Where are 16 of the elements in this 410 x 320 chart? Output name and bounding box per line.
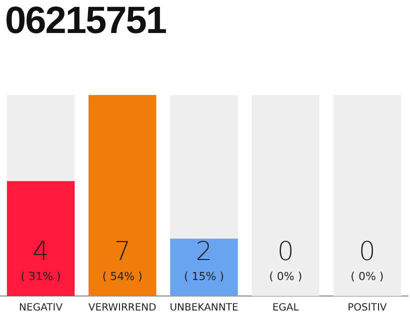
x-tick-label: UNBEKANNTE bbox=[170, 302, 238, 314]
data-label: 2 bbox=[196, 237, 212, 267]
annotation: ( 0% ) bbox=[350, 270, 384, 283]
chart-title: 06215751 bbox=[5, 0, 166, 43]
x-tick-label: NEGATIV bbox=[19, 302, 63, 314]
data-label: 0 bbox=[358, 237, 376, 267]
x-tick-label: EGAL bbox=[272, 302, 300, 314]
data-label: 0 bbox=[277, 237, 294, 267]
data-label: 4 bbox=[32, 237, 50, 267]
annotation: ( 54% ) bbox=[102, 270, 142, 283]
data-label: 7 bbox=[114, 237, 131, 267]
x-tick-label: VERWIRREND bbox=[88, 302, 157, 314]
annotation: ( 0% ) bbox=[269, 270, 302, 283]
annotation: ( 31% ) bbox=[20, 270, 61, 283]
x-tick-label: POSITIV bbox=[348, 302, 387, 314]
annotation: ( 15% ) bbox=[184, 270, 224, 283]
